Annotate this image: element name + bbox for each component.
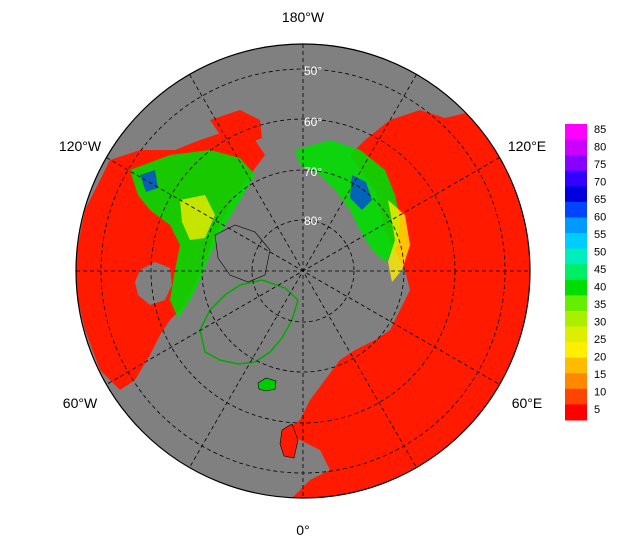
colorbar-segment (565, 295, 587, 312)
arctic-islands (214, 224, 271, 283)
greenland (199, 279, 299, 365)
colorbar-segment (565, 186, 587, 203)
colorbar-segment (565, 170, 587, 187)
colorbar-tick-label: 60 (594, 212, 606, 224)
latitude-label-70: 70° (304, 165, 322, 179)
iceland (257, 377, 277, 392)
colorbar-tick-label: 5 (594, 404, 600, 416)
scandinavia-land (318, 355, 378, 440)
canada-band-blue (140, 170, 158, 192)
colorbar-segment (565, 373, 587, 390)
colorbar-tick-label: 75 (594, 159, 606, 171)
land-layer (76, 110, 530, 498)
meridian (106, 157, 500, 385)
colorbar-segment (565, 139, 587, 156)
longitude-label-upper-right: 120°E (508, 138, 546, 154)
latitude-label-60: 60° (304, 115, 322, 129)
colorbar-segment (565, 357, 587, 374)
colorbar-segment (565, 124, 587, 141)
colorbar-segment (565, 326, 587, 343)
colorbar-tick-label: 20 (594, 352, 606, 364)
longitude-label-top: 180°W (282, 9, 325, 25)
siberia-band-yellow (388, 200, 410, 282)
colorbar-segment (565, 279, 587, 296)
longitude-label-upper-left: 120°W (59, 138, 102, 154)
colorbar-segment (565, 404, 587, 421)
alaska-land (210, 110, 262, 145)
colorbar-tick-label: 70 (594, 177, 606, 189)
colorbar-tick-label: 80 (594, 142, 606, 154)
longitude-label-lower-right: 60°E (512, 395, 543, 411)
graticule (76, 44, 530, 498)
colorbar: 85 80 75 70 65 60 55 50 45 40 35 30 25 20 15 10 5 (565, 124, 606, 421)
longitude-label-bottom: 0° (296, 522, 309, 538)
colorbar-tick-label: 25 (594, 334, 606, 346)
colorbar-tick-label: 65 (594, 194, 606, 206)
canada-band-yellow (180, 195, 215, 240)
colorbar-segment (565, 217, 587, 234)
longitude-label-lower-left: 60°W (63, 395, 98, 411)
colorbar-tick-label: 45 (594, 264, 606, 276)
colorbar-segment (565, 310, 587, 328)
siberia-band (295, 140, 400, 262)
colorbar-tick-label: 50 (594, 247, 606, 259)
hudson-bay (135, 262, 172, 305)
map-border (75, 43, 531, 499)
colorbar-tick-label: 10 (594, 387, 606, 399)
colorbar-tick-label: 30 (594, 317, 606, 329)
british-isles (279, 423, 299, 459)
colorbar-tick-label: 15 (594, 369, 606, 381)
latitude-label-80: 80° (304, 214, 322, 228)
colorbar-segment (565, 248, 587, 265)
colorbar-tick-label: 35 (594, 299, 606, 311)
colorbar-tick-label: 85 (594, 124, 606, 136)
colorbar-segment (565, 264, 587, 281)
siberia-band-blue (350, 175, 372, 210)
latitude-label-50: 50° (304, 64, 322, 78)
colorbar-tick-label: 40 (594, 282, 606, 294)
colorbar-segment (565, 201, 587, 218)
colorbar-segment (565, 155, 587, 172)
colorbar-tick-label: 55 (594, 229, 606, 241)
colorbar-segment (565, 342, 587, 359)
colorbar-segment (565, 233, 587, 250)
colorbar-segment (565, 388, 587, 405)
